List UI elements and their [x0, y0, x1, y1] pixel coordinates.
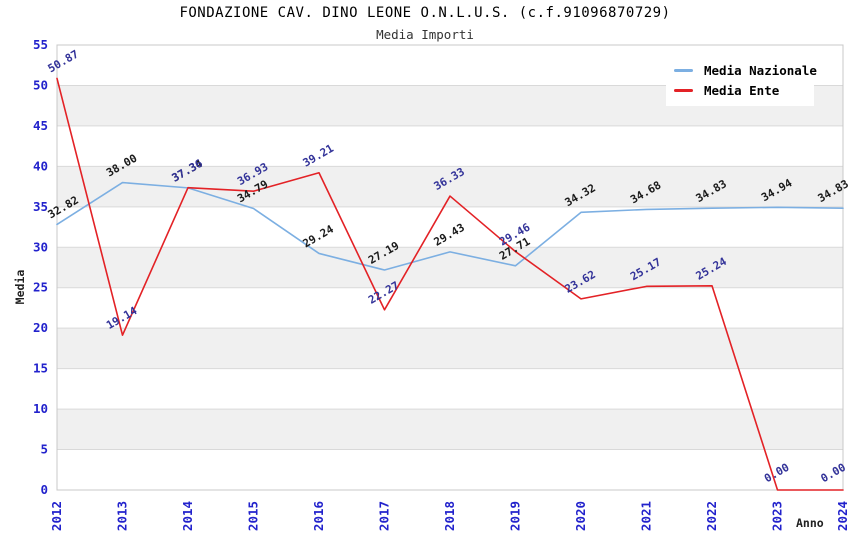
data-label: 50.87: [46, 47, 81, 75]
plot-band: [57, 409, 843, 450]
legend-swatch-nazionale-icon: [674, 68, 693, 72]
legend-label: Media Nazionale: [704, 62, 817, 78]
data-label: 0.00: [819, 461, 848, 486]
x-tick-label-2021: 2021: [639, 501, 654, 531]
y-tick-label: 30: [33, 239, 48, 254]
x-tick-label-2015: 2015: [246, 501, 261, 531]
y-tick-label: 35: [33, 199, 48, 214]
data-label: 29.43: [432, 221, 467, 249]
x-tick-label-2023: 2023: [770, 501, 785, 531]
y-tick-label: 0: [40, 482, 48, 497]
plot-border: [56, 44, 844, 491]
legend-item-media-ente: Media Ente: [674, 80, 810, 100]
legend: Media Nazionale Media Ente: [666, 54, 817, 106]
legend-swatch-ente-icon: [674, 88, 693, 92]
legend-item-media-nazionale: Media Nazionale: [674, 60, 817, 80]
y-tick-label: 40: [33, 158, 48, 173]
x-tick-label-2020: 2020: [573, 501, 588, 531]
y-tick-label: 55: [33, 37, 48, 52]
y-tick-label: 10: [33, 401, 48, 416]
y-tick-label: 50: [33, 77, 48, 92]
x-tick-label-2012: 2012: [49, 501, 64, 531]
y-tick-label: 15: [33, 361, 48, 376]
data-label: 0.00: [762, 461, 791, 486]
x-tick-label-2018: 2018: [442, 501, 457, 531]
chart-subtitle: Media Importi: [376, 27, 474, 42]
plot-band: [57, 247, 843, 288]
y-tick-label: 20: [33, 320, 48, 335]
x-tick-label-2024: 2024: [835, 501, 850, 531]
legend-label: Media Ente: [704, 82, 780, 98]
series-line-media-ente: [56, 77, 844, 491]
y-axis-title: Media: [13, 269, 27, 305]
data-label: 39.21: [301, 142, 337, 170]
y-tick-label: 5: [40, 442, 48, 457]
x-tick-label-2013: 2013: [115, 501, 130, 531]
plot-band: [57, 166, 843, 207]
x-tick-label-2017: 2017: [377, 501, 392, 531]
y-tick-label: 25: [33, 280, 48, 295]
chart-title: FONDAZIONE CAV. DINO LEONE O.N.L.U.S. (c…: [179, 5, 671, 21]
x-tick-label-2016: 2016: [311, 501, 326, 531]
data-label: 29.24: [301, 222, 337, 250]
y-tick-label: 45: [33, 118, 48, 133]
x-tick-label-2014: 2014: [180, 501, 195, 531]
x-tick-label-2019: 2019: [508, 501, 523, 531]
x-tick-label-2022: 2022: [704, 501, 719, 531]
x-axis-title: Anno: [796, 516, 824, 530]
plot-band: [57, 328, 843, 369]
